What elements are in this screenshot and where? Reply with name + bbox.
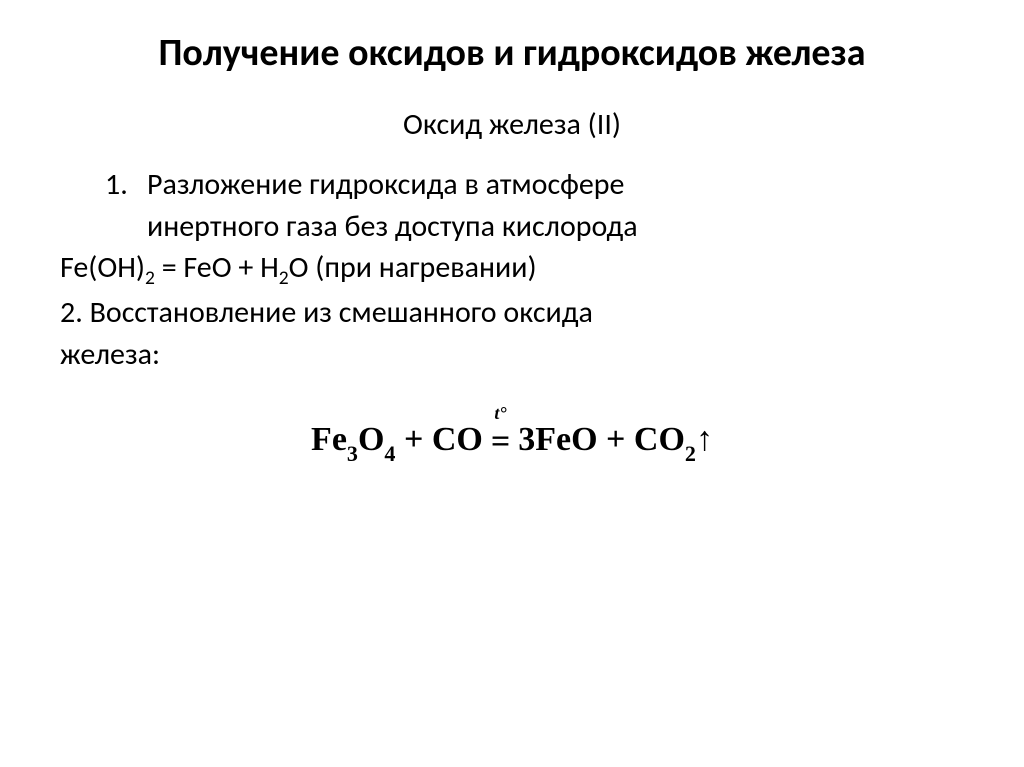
formula-1: Fe(OH)2 = FeO + H2O (при нагревании) [60,248,964,291]
formula1-part1: Fe(OH) [60,249,145,286]
content-list: 1. Разложение гидроксида в атмосфере ине… [60,165,964,248]
list-item-2: 2. Восстановление из смешанного оксида [60,293,964,334]
eq-right: 3FeO + CO2↑ [518,421,713,464]
list-text-1b: инертного газа без доступа кислорода [105,207,964,248]
subtitle: Оксид железа (II) [60,106,964,143]
formula1-sub1: 2 [145,266,155,290]
formula1-part2: = FeO + H [155,249,279,286]
formula1-part3: O (при нагревании) [289,249,537,286]
equation-container: Fe3O4 + CO t° = 3FeO + CO2↑ [60,421,964,464]
list-text-2b: железа: [60,335,964,376]
list-number-1: 1. [105,165,147,206]
list-text-1a: Разложение гидроксида в атмосфере [147,165,624,206]
list-item-1: 1. Разложение гидроксида в атмосфере [105,165,964,206]
eq-temp: t° [494,403,506,424]
eq-equals: t° = [491,423,510,461]
slide-title: Получение оксидов и гидроксидов железа [60,30,964,78]
equation: Fe3O4 + CO t° = 3FeO + CO2↑ [311,421,713,464]
formula1-sub2: 2 [279,266,289,290]
list-text-2a: Восстановление из смешанного оксида [90,294,593,331]
arrow-up-icon: ↑ [696,421,713,458]
eq-left: Fe3O4 + CO [311,421,483,464]
list-number-2: 2. [60,294,90,331]
